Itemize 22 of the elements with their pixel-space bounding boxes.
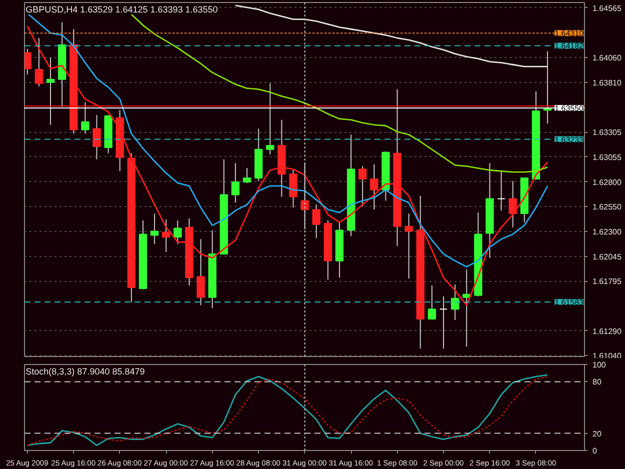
- y-tick-label: 1.61795: [592, 277, 622, 286]
- y-tick-label: 1.63055: [592, 152, 622, 162]
- y-tick-label: 1.62300: [592, 227, 622, 236]
- y-tick-label: 0: [592, 446, 598, 456]
- ref-line-label: 1.64310: [554, 29, 584, 38]
- ref-line-label: 1.63233: [554, 135, 584, 144]
- y-tick-label: 1.62800: [592, 178, 622, 187]
- y-tick-label: 1.61290: [592, 326, 622, 336]
- y-tick-label: 100: [592, 360, 606, 370]
- ref-line-label: 1.61583: [554, 298, 584, 307]
- y-tick-label: 20: [592, 429, 602, 438]
- chart-title: Stoch(8,3,3) 87.9040 85.8479: [26, 366, 145, 376]
- ref-line-label: 1.63550: [554, 104, 584, 114]
- y-tick-label: 1.63305: [592, 128, 622, 138]
- ref-line-label: 1.64182: [554, 42, 584, 51]
- y-tick-label: 1.64565: [592, 4, 622, 13]
- y-tick-label: 1.64060: [592, 54, 622, 63]
- y-tick-label: 1.62045: [592, 252, 622, 262]
- chart-title: GBPUSD,H4 1.63529 1.64125 1.63393 1.63550: [26, 4, 218, 14]
- y-tick-label: 80: [592, 378, 602, 387]
- y-tick-label: 1.63810: [592, 78, 622, 88]
- y-tick-label: 1.62550: [592, 202, 622, 212]
